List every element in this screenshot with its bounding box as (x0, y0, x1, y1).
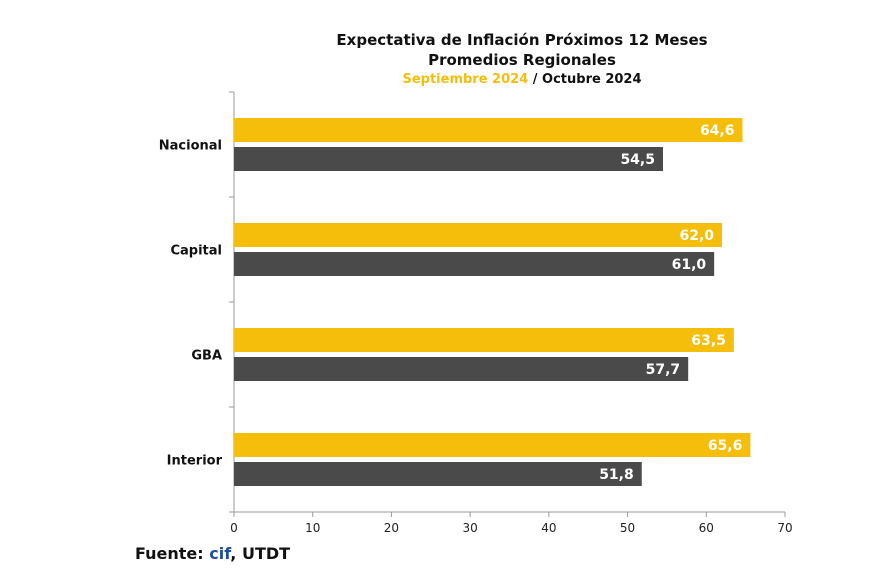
bar-octubre (234, 462, 642, 486)
chart-subtitle: Promedios Regionales (428, 51, 616, 69)
x-tick-label: 20 (384, 521, 399, 535)
legend-series-septiembre: Septiembre 2024 (402, 72, 529, 87)
x-tick-label: 50 (620, 521, 635, 535)
x-tick-label: 0 (230, 521, 238, 535)
bar-septiembre (234, 223, 723, 247)
chart-legend: Septiembre 2024 / Octubre 2024 (0, 72, 870, 87)
bar-value-label: 62,0 (679, 228, 714, 244)
legend-separator: / (532, 72, 538, 87)
category-label: Nacional (159, 139, 222, 154)
legend-series-octubre: Octubre 2024 (542, 72, 642, 87)
footer-suffix: , UTDT (230, 544, 291, 563)
bar-octubre (234, 147, 663, 171)
footer-prefix: Fuente: (135, 544, 210, 563)
x-tick-label: 10 (305, 521, 320, 535)
bar-value-label: 57,7 (646, 362, 681, 378)
bar-septiembre (234, 433, 751, 457)
x-tick-label: 60 (699, 521, 714, 535)
bar-value-label: 61,0 (672, 257, 707, 273)
x-tick-label: 40 (541, 521, 556, 535)
bar-value-label: 54,5 (620, 152, 655, 168)
x-tick-label: 70 (777, 521, 792, 535)
category-label: Interior (167, 454, 223, 469)
bar-value-label: 51,8 (599, 467, 634, 483)
bar-septiembre (234, 118, 743, 142)
bar-value-label: 63,5 (691, 333, 726, 349)
category-label: Capital (170, 244, 222, 259)
bar-octubre (234, 357, 689, 381)
cif-logo-text: cif (209, 544, 231, 563)
bar-value-label: 65,6 (708, 438, 743, 454)
chart-title: Expectativa de Inflación Próximos 12 Mes… (336, 31, 708, 49)
bar-octubre (234, 252, 715, 276)
source-footer: Fuente: cif, UTDT (135, 544, 290, 563)
bar-septiembre (234, 328, 734, 352)
x-tick-label: 30 (463, 521, 478, 535)
bar-value-label: 64,6 (700, 123, 735, 139)
category-label: GBA (191, 349, 222, 364)
